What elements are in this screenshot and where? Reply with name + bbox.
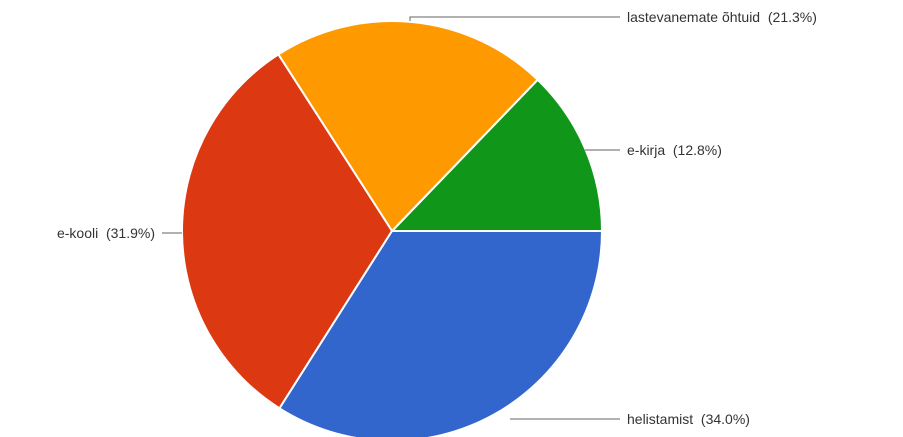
pie-labels: e-kirja (12.8%) helistamist (34.0%) e-kool… <box>57 9 817 427</box>
pie-slice-e-kooli <box>181 53 394 410</box>
slice-label: e-kooli (31.9%) <box>57 225 155 241</box>
pie-slice-e-kirja <box>389 78 604 232</box>
slice-label: lastevanemate õhtuid (21.3%) <box>627 9 817 25</box>
pie-slice-helistamist <box>278 230 604 437</box>
leader-line <box>409 16 620 21</box>
pie-slice-lastevanemate-õhtuid <box>276 20 540 233</box>
slice-label: e-kirja (12.8%) <box>627 142 722 158</box>
slice-label: helistamist (34.0%) <box>627 411 750 427</box>
pie-slices <box>181 20 604 437</box>
